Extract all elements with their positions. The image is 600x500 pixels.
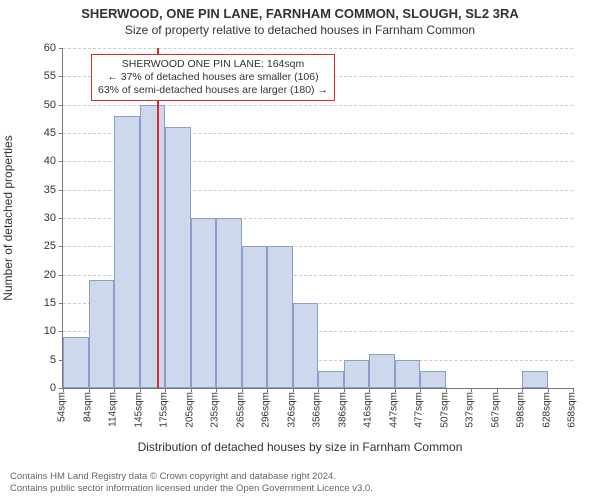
histogram-bar [369,354,395,388]
histogram-bar [522,371,548,388]
y-tick-mark [59,275,63,276]
y-tick-mark [59,161,63,162]
histogram-bar [114,116,140,388]
x-tick-label: 235sqm [210,392,221,428]
y-tick-label: 60 [26,42,56,54]
y-tick-label: 15 [26,297,56,309]
y-tick-label: 35 [26,184,56,196]
y-tick-label: 25 [26,240,56,252]
y-tick-label: 5 [26,354,56,366]
histogram-bar [242,246,268,388]
y-tick-label: 20 [26,269,56,281]
histogram-bar [216,218,242,388]
x-axis-label: Distribution of detached houses by size … [0,440,600,454]
histogram-bar [63,337,89,388]
x-tick-label: 447sqm [388,392,399,428]
x-tick-label: 537sqm [465,392,476,428]
x-tick-label: 507sqm [439,392,450,428]
annotation-box: SHERWOOD ONE PIN LANE: 164sqm← 37% of de… [91,54,335,101]
y-tick-mark [59,303,63,304]
annotation-line: 63% of semi-detached houses are larger (… [98,84,328,97]
histogram-bar [191,218,217,388]
x-tick-label: 598sqm [516,392,527,428]
histogram-bar [318,371,344,388]
histogram-bar [420,371,446,388]
x-tick-label: 54sqm [57,392,68,422]
y-tick-mark [59,246,63,247]
x-tick-label: 114sqm [108,392,119,427]
x-tick-label: 175sqm [159,392,170,428]
histogram-bar [89,280,115,388]
y-tick-mark [59,190,63,191]
y-tick-label: 40 [26,155,56,167]
histogram-bar [293,303,319,388]
x-tick-label: 567sqm [490,392,501,428]
x-tick-label: 205sqm [184,392,195,428]
histogram-bar [395,360,421,388]
y-tick-label: 50 [26,99,56,111]
annotation-line: SHERWOOD ONE PIN LANE: 164sqm [98,58,328,71]
x-tick-label: 477sqm [414,392,425,428]
x-tick-label: 356sqm [312,392,323,428]
gridline [63,48,573,49]
y-tick-mark [59,48,63,49]
x-tick-label: 145sqm [133,392,144,428]
footer-line-1: Contains HM Land Registry data © Crown c… [10,471,373,482]
y-tick-mark [59,105,63,106]
footer-attribution: Contains HM Land Registry data © Crown c… [10,471,373,494]
y-tick-mark [59,133,63,134]
plot-area: SHERWOOD ONE PIN LANE: 164sqm← 37% of de… [62,48,573,389]
x-tick-label: 628sqm [541,392,552,428]
x-tick-label: 84sqm [82,392,93,422]
chart-subtitle: Size of property relative to detached ho… [0,21,600,37]
y-tick-label: 0 [26,382,56,394]
y-tick-label: 30 [26,212,56,224]
x-tick-label: 265sqm [235,392,246,428]
x-tick-label: 416sqm [363,392,374,428]
histogram-bar [140,105,166,388]
y-tick-label: 45 [26,127,56,139]
x-tick-label: 296sqm [261,392,272,428]
y-tick-mark [59,331,63,332]
chart-title: SHERWOOD, ONE PIN LANE, FARNHAM COMMON, … [0,0,600,21]
annotation-line: ← 37% of detached houses are smaller (10… [98,71,328,84]
y-tick-mark [59,76,63,77]
y-axis-label: Number of detached properties [1,135,15,300]
histogram-bar [267,246,293,388]
y-tick-mark [59,218,63,219]
x-tick-label: 326sqm [286,392,297,428]
chart-container: SHERWOOD, ONE PIN LANE, FARNHAM COMMON, … [0,0,600,500]
x-tick-label: 658sqm [567,392,578,428]
y-tick-label: 55 [26,70,56,82]
histogram-bar [344,360,370,388]
y-tick-label: 10 [26,325,56,337]
histogram-bar [165,127,191,388]
x-tick-label: 386sqm [337,392,348,428]
footer-line-2: Contains public sector information licen… [10,483,373,494]
